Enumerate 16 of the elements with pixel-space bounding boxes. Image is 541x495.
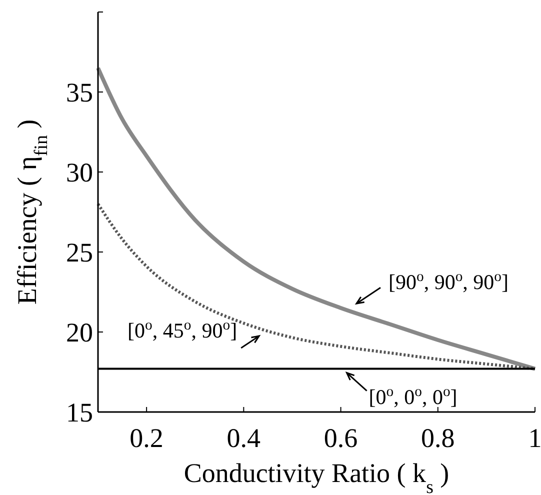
x-tick-label: 0.4 <box>226 423 262 453</box>
y-tick-label: 15 <box>66 397 93 428</box>
line-series <box>96 66 537 371</box>
y-tick-label: 20 <box>66 317 93 348</box>
annotation: [0$^{o}$, 0$^{o}$, 0$^{o}$] <box>368 384 458 410</box>
x-tick-label: 1 <box>528 423 541 453</box>
line-series <box>96 202 536 370</box>
x-tick-label: 0.8 <box>421 423 455 453</box>
x-axis-title: Conductivity Ratio ( k$_{s}$ ) <box>184 458 450 495</box>
x-tick-label: 0.6 <box>324 423 358 453</box>
annotation: [0$^{o}$, 45$^{o}$, 90$^{o}$] <box>128 317 238 342</box>
y-tick-label: 35 <box>66 77 93 108</box>
x-tick-label: 0.2 <box>130 423 164 453</box>
annotation: [90$^{o}$, 90$^{o}$, 90$^{o}$] <box>388 268 509 294</box>
y-tick-label: 30 <box>66 157 93 188</box>
y-tick-label: 25 <box>66 237 93 268</box>
